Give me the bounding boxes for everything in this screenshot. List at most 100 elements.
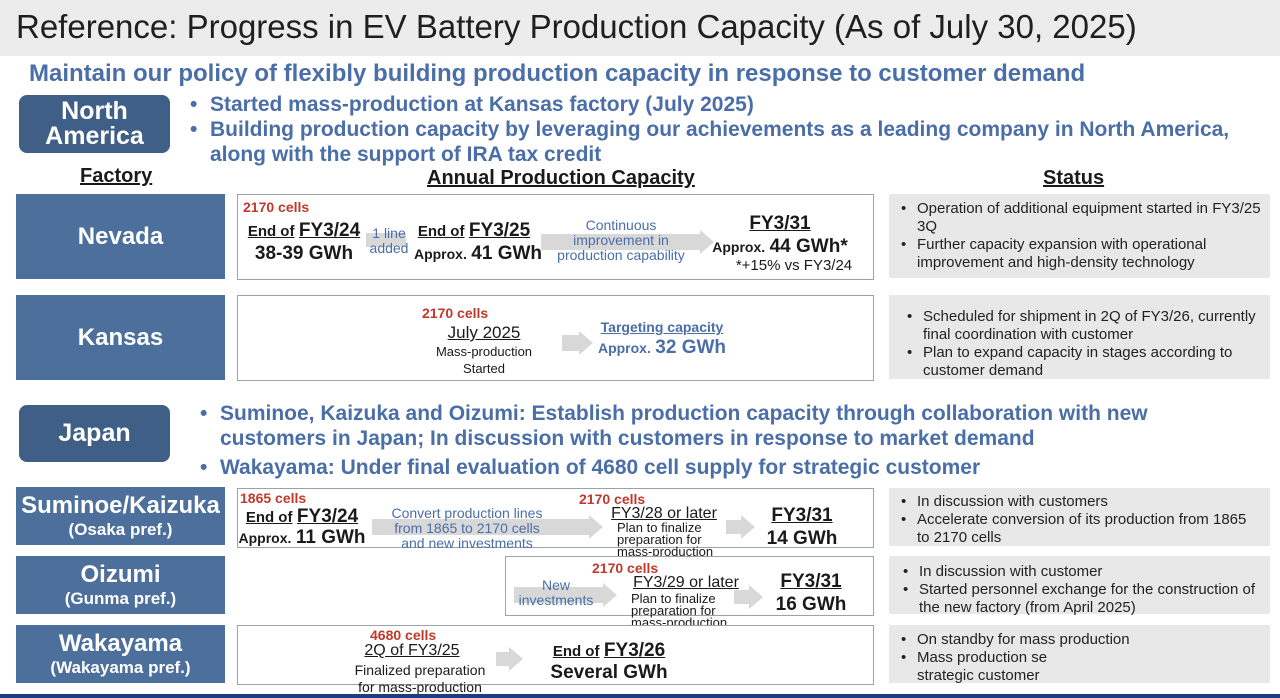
arrow-head (741, 515, 755, 539)
factory-suminoe-kaizuka: Suminoe/Kaizuka (Osaka pref.) (16, 487, 225, 545)
region-label: Japan (58, 419, 131, 447)
kansas-started: Mass-production Started (435, 344, 533, 376)
end-of-label: End of (552, 643, 600, 660)
arrow-shaft (562, 335, 580, 351)
fy-label: FY3/24 (296, 506, 359, 527)
oizumi-fy329: FY3/29 or later (626, 574, 746, 592)
arrow-shaft (496, 652, 510, 666)
date-label: July 2025 (447, 323, 521, 342)
status-bullet: Accelerate conversion of its production … (897, 511, 1262, 547)
status-bullet: Scheduled for shipment in 2Q of FY3/26, … (903, 308, 1258, 344)
arrow-head (589, 515, 603, 539)
wakayama-value: Several GWh (550, 662, 668, 683)
kansas-capacity-box (237, 295, 874, 381)
factory-wakayama: Wakayama (Wakayama pref.) (16, 625, 225, 683)
factory-oizumi: Oizumi (Gunma pref.) (16, 556, 225, 614)
arrow-head (603, 583, 617, 607)
nevada-fy331: FY3/31 (740, 213, 820, 235)
nevada-status: Operation of additional equipment starte… (889, 194, 1270, 278)
suminoe-convert: Convert production lines from 1865 to 21… (391, 505, 543, 551)
nevada-line-added: 1 line added (369, 225, 409, 256)
value-label: 44 GWh* (769, 236, 848, 257)
status-bullet: Started personnel exchange for the const… (899, 581, 1260, 617)
nevada-improvement: Continuous improvement in production cap… (557, 217, 685, 263)
status-bullet: Plan to expand capacity in stages accord… (903, 344, 1258, 380)
status-bullet: Mass production se (897, 649, 1262, 667)
status-line: strategic customer (917, 667, 1040, 684)
factory-name: Oizumi (80, 560, 161, 588)
wakayama-cells: 4680 cells (370, 627, 437, 643)
suminoe-fy328: FY3/28 or later (604, 505, 724, 523)
wakayama-end-fy326: End of FY3/26 (546, 640, 672, 662)
approx-label: Approx. (238, 530, 292, 546)
region-north-america: North America (19, 95, 170, 153)
suminoe-value-3: 14 GWh (766, 528, 838, 549)
value-label: 32 GWh (655, 337, 727, 358)
japan-bullets: Suminoe, Kaizuka and Oizumi: Establish p… (196, 401, 1196, 480)
status-bullet: Further capacity expansion with operatio… (897, 236, 1262, 272)
na-bullet-1: Started mass-production at Kansas factor… (186, 92, 1276, 117)
kansas-target: Targeting capacity (598, 319, 726, 335)
fy-label: FY3/26 (603, 640, 666, 661)
target-label: Targeting capacity (600, 319, 724, 335)
nevada-value-1: 38-39 GWh (254, 243, 354, 264)
kansas-date: July 2025 (424, 323, 544, 343)
north-america-bullets: Started mass-production at Kansas factor… (186, 92, 1276, 167)
japan-bullet-2: Wakayama: Under final evaluation of 4680… (196, 455, 1196, 480)
status-bullet: In discussion with customers (897, 493, 1262, 511)
region-label-line2: America (45, 122, 144, 150)
page-title: Reference: Progress in EV Battery Produc… (16, 8, 1137, 45)
suminoe-fy331: FY3/31 (762, 505, 842, 527)
policy-headline: Maintain our policy of flexibly building… (29, 60, 1086, 87)
quarter-label: 2Q of FY3/25 (364, 642, 460, 659)
nevada-note: *+15% vs FY3/24 (735, 257, 853, 274)
arrow-head (700, 230, 714, 254)
suminoe-cells-2170: 2170 cells (579, 491, 646, 507)
status-bullet: In discussion with customer (899, 563, 1260, 581)
fy-label: FY3/31 (780, 571, 842, 592)
kansas-status: Scheduled for shipment in 2Q of FY3/26, … (889, 295, 1270, 379)
arrow-shaft (734, 590, 750, 604)
oizumi-new-investments: New investments (518, 577, 594, 608)
wakayama-status: On standby for mass production Mass prod… (889, 625, 1270, 684)
factory-name: Wakayama (58, 629, 183, 657)
na-bullet-2: Building production capacity by leveragi… (186, 117, 1276, 167)
approx-label: Approx. (413, 246, 467, 262)
approx-label: Approx. (597, 340, 651, 356)
wakayama-finalized: Finalized preparation for mass-productio… (354, 662, 486, 695)
oizumi-fy331: FY3/31 (771, 571, 851, 593)
factory-pref: (Gunma pref.) (64, 588, 177, 608)
end-of-label: End of (417, 223, 465, 240)
arrow-shaft (366, 233, 406, 247)
oizumi-cells: 2170 cells (592, 560, 659, 576)
suminoe-capacity-box (237, 488, 874, 548)
value-label: 41 GWh (471, 243, 543, 264)
arrow-shaft (726, 520, 742, 534)
suminoe-cells-1865: 1865 cells (240, 490, 307, 506)
arrow-head (579, 331, 593, 355)
region-japan: Japan (19, 405, 170, 462)
arrow-shaft (514, 587, 604, 603)
nevada-cells: 2170 cells (243, 199, 310, 215)
status-bullet: Operation of additional equipment starte… (897, 200, 1262, 236)
factory-name: Kansas (77, 324, 164, 351)
end-of-label: End of (245, 509, 293, 526)
suminoe-end-fy324: End of FY3/24 (243, 506, 361, 528)
region-label-line1: North (61, 97, 128, 125)
fy-label: FY3/24 (298, 220, 361, 241)
japan-bullet-1: Suminoe, Kaizuka and Oizumi: Establish p… (196, 401, 1196, 451)
header-capacity: Annual Production Capacity (427, 167, 695, 189)
nevada-end-fy325: End of FY3/25 (414, 220, 534, 242)
oizumi-status: In discussion with customer Started pers… (889, 556, 1270, 617)
arrow-shaft (372, 519, 590, 535)
header-factory: Factory (80, 165, 153, 187)
nevada-value-2-line: Approx. 41 GWh (410, 243, 546, 265)
wakayama-quarter: 2Q of FY3/25 (350, 642, 474, 660)
footer-bar (0, 694, 1280, 698)
fy-label: FY3/25 (468, 220, 531, 241)
suminoe-plan: Plan to finalize preparation for mass-pr… (617, 520, 714, 559)
fy-label: FY3/31 (749, 213, 811, 234)
kansas-value-line: Approx. 32 GWh (594, 337, 730, 359)
end-of-label: End of (247, 223, 295, 240)
value-label: 11 GWh (295, 527, 366, 548)
